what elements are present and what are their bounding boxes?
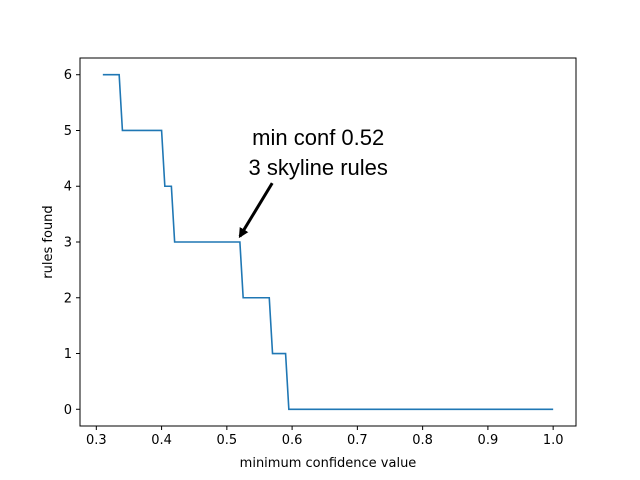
y-tick-label: 1 [64,347,72,362]
x-tick-label: 0.4 [151,433,172,448]
y-tick-label: 3 [64,236,72,251]
annotation: min conf 0.52 3 skyline rules [238,125,388,239]
x-axis-label: minimum confidence value [240,456,417,471]
annotation-text-line-2: 3 skyline rules [249,155,388,180]
annotation-text-line-1: min conf 0.52 [252,125,384,150]
y-tick-label: 5 [64,124,72,139]
y-tick-label: 6 [64,68,72,83]
x-tick-label: 0.5 [216,433,237,448]
x-tick-label: 0.6 [282,433,303,448]
series-line-0 [102,73,554,411]
annotation-arrow [238,182,274,239]
x-tick-label: 0.9 [478,433,499,448]
x-axis: 0.3 0.4 0.5 0.6 0.7 0.8 0.9 1.0 [86,426,564,448]
x-tick-label: 0.8 [412,433,433,448]
y-tick-label: 2 [64,291,72,306]
x-tick-label: 0.7 [347,433,368,448]
y-tick-label: 0 [64,403,72,418]
y-tick-label: 4 [64,180,72,195]
x-tick-label: 0.3 [86,433,107,448]
plot-frame [79,57,577,427]
y-axis-label: rules found [41,205,56,278]
y-axis: 0 1 2 3 4 5 6 [64,68,80,418]
plot-area [102,73,554,411]
x-tick-label: 1.0 [543,433,564,448]
